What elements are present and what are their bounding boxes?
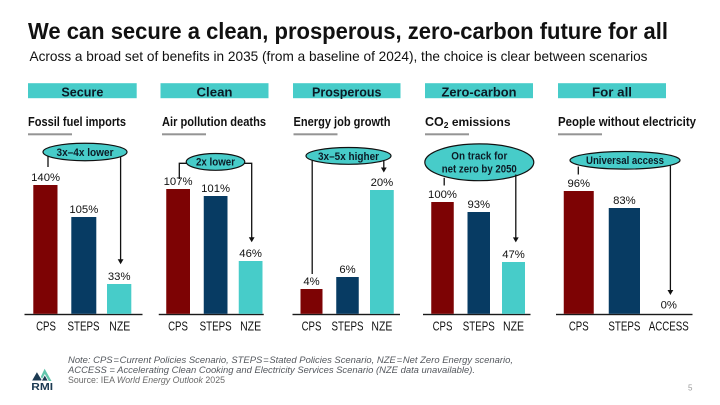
svg-text:ACCESS = Accelerating Clean C: ACCESS = Accelerating Clean Cooking and … (67, 365, 475, 375)
svg-text:Energy job growth: Energy job growth (294, 115, 391, 129)
svg-text:CPS: CPS (168, 318, 188, 333)
svg-text:33%: 33% (108, 271, 131, 283)
svg-text:STEPS: STEPS (608, 318, 640, 333)
svg-text:140%: 140% (31, 172, 60, 184)
svg-text:Secure: Secure (61, 85, 103, 99)
svg-text:Across a broad set of benefits: Across a broad set of benefits in 2035 (… (30, 48, 648, 64)
svg-text:ACCESS: ACCESS (649, 318, 689, 333)
svg-text:Zero-carbon: Zero-carbon (442, 85, 517, 99)
svg-text:101%: 101% (201, 183, 230, 195)
svg-text:CO2 emissions: CO2 emissions (425, 115, 511, 130)
svg-text:Source: IEA World Energy Outlo: Source: IEA World Energy Outlook 2025 (68, 375, 225, 385)
svg-text:47%: 47% (502, 249, 525, 261)
svg-text:46%: 46% (239, 248, 262, 260)
svg-text:Air pollution deaths: Air pollution deaths (162, 115, 266, 129)
svg-text:96%: 96% (567, 178, 590, 190)
svg-text:net zero by 2050: net zero by 2050 (442, 164, 517, 176)
svg-text:100%: 100% (428, 189, 457, 201)
svg-text:83%: 83% (613, 195, 636, 207)
svg-text:5: 5 (688, 384, 693, 393)
svg-text:2x lower: 2x lower (196, 157, 236, 169)
svg-text:STEPS: STEPS (463, 318, 495, 333)
svg-text:20%: 20% (371, 177, 394, 189)
svg-text:Prosperous: Prosperous (312, 85, 382, 99)
svg-text:0%: 0% (661, 300, 677, 312)
svg-text:6%: 6% (339, 264, 355, 276)
svg-text:We can secure a clean, prosper: We can secure a clean, prosperous, zero-… (28, 18, 668, 44)
svg-text:RMI: RMI (31, 381, 53, 393)
svg-text:STEPS: STEPS (332, 318, 364, 333)
svg-text:Fossil fuel imports: Fossil fuel imports (28, 115, 126, 129)
svg-text:NZE: NZE (503, 318, 524, 333)
svg-text:107%: 107% (164, 176, 193, 188)
svg-text:CPS: CPS (36, 318, 56, 333)
svg-text:105%: 105% (69, 204, 98, 216)
svg-text:STEPS: STEPS (200, 318, 232, 333)
svg-text:CPS: CPS (302, 318, 322, 333)
svg-text:93%: 93% (467, 199, 490, 211)
svg-text:Universal access: Universal access (586, 155, 664, 167)
svg-text:On track for: On track for (451, 151, 508, 163)
svg-text:NZE: NZE (109, 318, 130, 333)
svg-text:For all: For all (592, 85, 632, 99)
svg-text:Note: CPS = Current Policies S: Note: CPS = Current Policies Scenario, S… (68, 355, 513, 365)
svg-text:CPS: CPS (569, 318, 589, 333)
svg-text:STEPS: STEPS (68, 318, 100, 333)
svg-text:CPS: CPS (433, 318, 453, 333)
svg-text:3x–4x lower: 3x–4x lower (57, 147, 115, 159)
svg-text:4%: 4% (303, 276, 319, 288)
svg-text:3x–5x higher: 3x–5x higher (318, 151, 380, 163)
svg-text:Clean: Clean (197, 85, 233, 99)
svg-text:NZE: NZE (240, 318, 261, 333)
svg-text:People without electricity: People without electricity (558, 115, 696, 129)
svg-text:NZE: NZE (371, 318, 392, 333)
